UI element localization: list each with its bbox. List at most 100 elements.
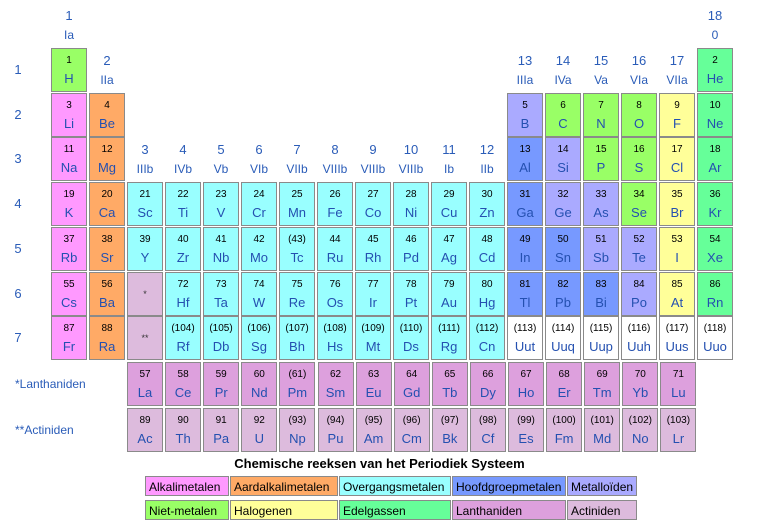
element-cell-tc[interactable]: (43) Tc	[279, 226, 315, 271]
element-cell-kr[interactable]: 36 Kr	[697, 182, 733, 227]
element-cell-be[interactable]: 4 Be	[89, 92, 125, 137]
element-cell-na[interactable]: 11 Na	[51, 137, 87, 182]
element-cell-rb[interactable]: 37 Rb	[51, 226, 87, 271]
element-cell-mg[interactable]: 12 Mg	[89, 137, 125, 182]
element-cell-dy[interactable]: 66 Dy	[469, 362, 506, 406]
element-cell-co[interactable]: 27 Co	[355, 182, 391, 227]
element-cell-ru[interactable]: 44 Ru	[317, 226, 353, 271]
element-cell-ge[interactable]: 32 Ge	[545, 182, 581, 227]
element-cell-k[interactable]: 19 K	[51, 182, 87, 227]
element-cell-ba[interactable]: 56 Ba	[89, 271, 125, 316]
element-cell-se[interactable]: 34 Se	[621, 182, 657, 227]
element-cell-ho[interactable]: 67 Ho	[508, 362, 544, 406]
element-cell-xe[interactable]: 54 Xe	[697, 226, 733, 271]
element-cell-md[interactable]: (101) Md	[584, 408, 621, 452]
element-cell-cl[interactable]: 17 Cl	[659, 137, 695, 182]
element-cell-u[interactable]: 92 U	[241, 408, 278, 452]
element-cell-uuq[interactable]: (114) Uuq	[545, 316, 581, 361]
element-cell-po[interactable]: 84 Po	[621, 271, 657, 316]
element-cell-cf[interactable]: (98) Cf	[469, 408, 506, 452]
element-cell-er[interactable]: 68 Er	[546, 362, 583, 406]
element-cell-fe[interactable]: 26 Fe	[317, 182, 353, 227]
element-cell-hs[interactable]: (108) Hs	[317, 316, 353, 361]
element-cell-nd[interactable]: 60 Nd	[241, 362, 278, 406]
element-cell-la[interactable]: 57 La	[127, 362, 163, 406]
element-cell-ce[interactable]: 58 Ce	[165, 362, 202, 406]
element-cell-eu[interactable]: 63 Eu	[355, 362, 392, 406]
element-cell-ti[interactable]: 22 Ti	[165, 182, 201, 227]
element-cell-tb[interactable]: 65 Tb	[431, 362, 468, 406]
series-placeholder-cell[interactable]: *	[127, 271, 163, 316]
element-cell-ca[interactable]: 20 Ca	[89, 182, 125, 227]
series-placeholder-cell[interactable]: **	[127, 316, 163, 361]
element-cell-lu[interactable]: 71 Lu	[660, 362, 697, 406]
element-cell-in[interactable]: 49 In	[507, 226, 543, 271]
element-cell-uus[interactable]: (117) Uus	[659, 316, 695, 361]
element-cell-bk[interactable]: (97) Bk	[431, 408, 468, 452]
element-cell-hf[interactable]: 72 Hf	[165, 271, 201, 316]
element-cell-mo[interactable]: 42 Mo	[241, 226, 277, 271]
element-cell-th[interactable]: 90 Th	[165, 408, 202, 452]
element-cell-fr[interactable]: 87 Fr	[51, 316, 87, 361]
element-cell-ga[interactable]: 31 Ga	[507, 182, 543, 227]
element-cell-rh[interactable]: 45 Rh	[355, 226, 391, 271]
element-cell-pb[interactable]: 82 Pb	[545, 271, 581, 316]
element-cell-no[interactable]: (102) No	[622, 408, 659, 452]
element-cell-pm[interactable]: (61) Pm	[279, 362, 316, 406]
element-cell-i[interactable]: 53 I	[659, 226, 695, 271]
element-cell-sn[interactable]: 50 Sn	[545, 226, 581, 271]
element-cell-bi[interactable]: 83 Bi	[583, 271, 619, 316]
element-cell-ta[interactable]: 73 Ta	[203, 271, 239, 316]
element-cell-uuh[interactable]: (116) Uuh	[621, 316, 657, 361]
element-cell-am[interactable]: (95) Am	[355, 408, 392, 452]
element-cell-zr[interactable]: 40 Zr	[165, 226, 201, 271]
element-cell-sr[interactable]: 38 Sr	[89, 226, 125, 271]
element-cell-hg[interactable]: 80 Hg	[469, 271, 505, 316]
element-cell-si[interactable]: 14 Si	[545, 137, 581, 182]
element-cell-np[interactable]: (93) Np	[279, 408, 316, 452]
element-cell-cm[interactable]: (96) Cm	[393, 408, 430, 452]
element-cell-ag[interactable]: 47 Ag	[431, 226, 467, 271]
element-cell-pa[interactable]: 91 Pa	[203, 408, 240, 452]
element-cell-rf[interactable]: (104) Rf	[165, 316, 201, 361]
element-cell-uut[interactable]: (113) Uut	[507, 316, 543, 361]
element-cell-uuo[interactable]: (118) Uuo	[697, 316, 733, 361]
element-cell-ac[interactable]: 89 Ac	[127, 408, 163, 452]
element-cell-sm[interactable]: 62 Sm	[317, 362, 354, 406]
element-cell-y[interactable]: 39 Y	[127, 226, 163, 271]
element-cell-br[interactable]: 35 Br	[659, 182, 695, 227]
element-cell-w[interactable]: 74 W	[241, 271, 277, 316]
element-cell-pt[interactable]: 78 Pt	[393, 271, 429, 316]
element-cell-sc[interactable]: 21 Sc	[127, 182, 163, 227]
element-cell-ni[interactable]: 28 Ni	[393, 182, 429, 227]
element-cell-p[interactable]: 15 P	[583, 137, 619, 182]
element-cell-al[interactable]: 13 Al	[507, 137, 543, 182]
element-cell-tl[interactable]: 81 Tl	[507, 271, 543, 316]
element-cell-mn[interactable]: 25 Mn	[279, 182, 315, 227]
element-cell-cd[interactable]: 48 Cd	[469, 226, 505, 271]
element-cell-bh[interactable]: (107) Bh	[279, 316, 315, 361]
element-cell-lr[interactable]: (103) Lr	[660, 408, 697, 452]
element-cell-s[interactable]: 16 S	[621, 137, 657, 182]
element-cell-mt[interactable]: (109) Mt	[355, 316, 391, 361]
element-cell-rg[interactable]: (111) Rg	[431, 316, 467, 361]
element-cell-v[interactable]: 23 V	[203, 182, 239, 227]
element-cell-he[interactable]: 2 He	[697, 48, 733, 92]
element-cell-ne[interactable]: 10 Ne	[697, 92, 733, 137]
element-cell-uup[interactable]: (115) Uup	[583, 316, 619, 361]
element-cell-pu[interactable]: (94) Pu	[317, 408, 354, 452]
element-cell-at[interactable]: 85 At	[659, 271, 695, 316]
element-cell-rn[interactable]: 86 Rn	[697, 271, 733, 316]
element-cell-tm[interactable]: 69 Tm	[584, 362, 621, 406]
element-cell-sb[interactable]: 51 Sb	[583, 226, 619, 271]
element-cell-te[interactable]: 52 Te	[621, 226, 657, 271]
element-cell-ds[interactable]: (110) Ds	[393, 316, 429, 361]
element-cell-pd[interactable]: 46 Pd	[393, 226, 429, 271]
element-cell-cs[interactable]: 55 Cs	[51, 271, 87, 316]
element-cell-pr[interactable]: 59 Pr	[203, 362, 240, 406]
